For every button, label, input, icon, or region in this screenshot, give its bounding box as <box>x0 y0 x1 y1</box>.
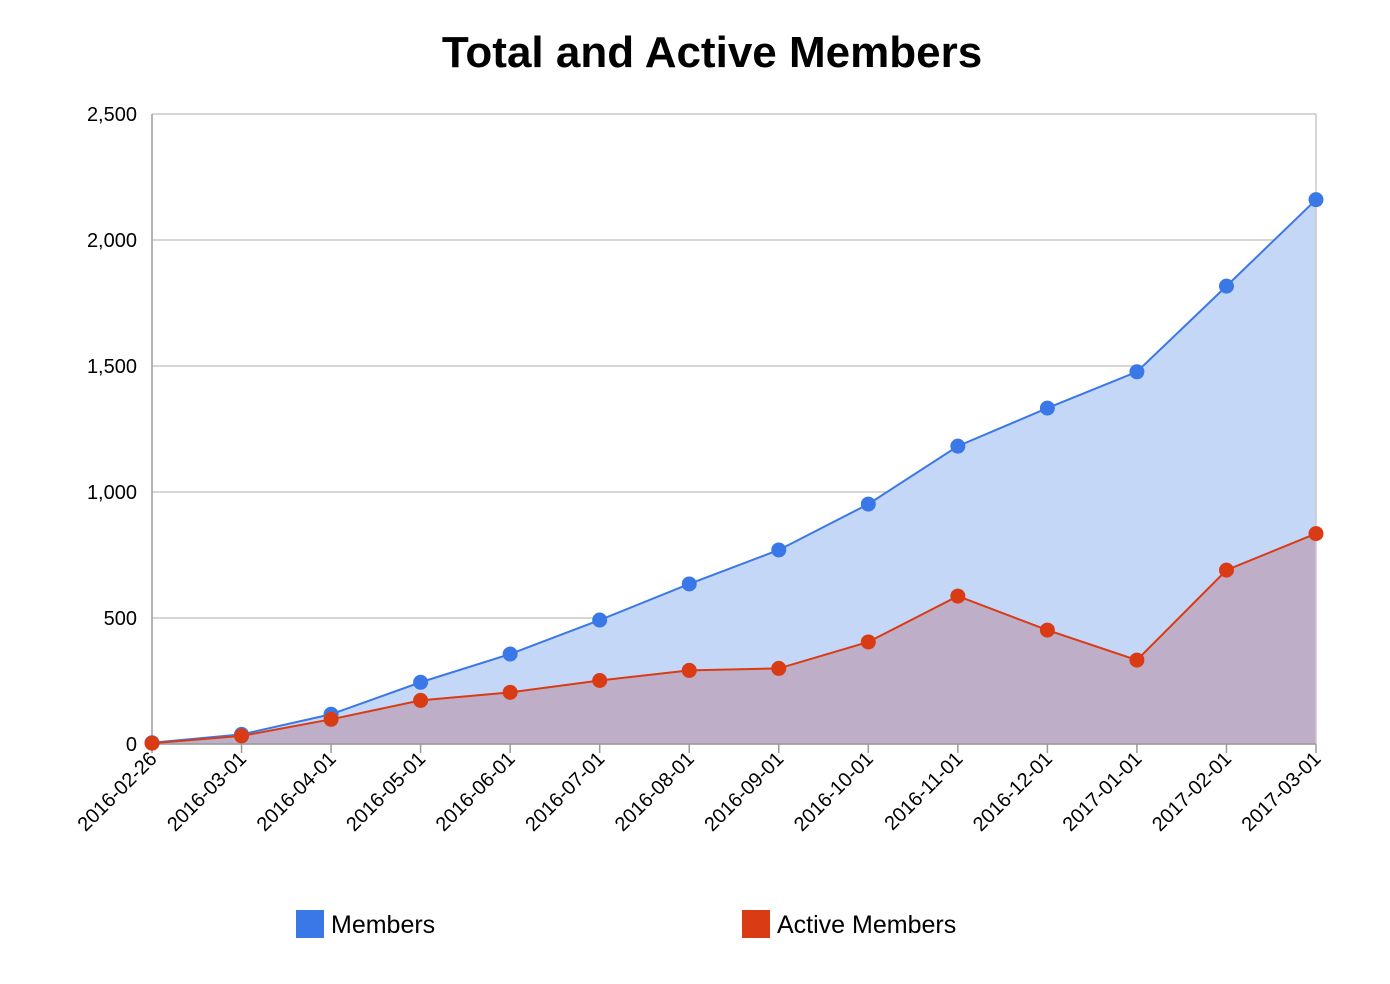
x-tick-label: 2016-10-01 <box>790 748 878 836</box>
y-tick-label: 2,000 <box>87 230 137 252</box>
area-fill-series-0 <box>152 199 1316 744</box>
legend-swatch-members <box>296 910 324 938</box>
data-point-series-0 <box>1129 364 1145 380</box>
x-tick-label: 2016-11-01 <box>881 748 968 835</box>
data-point-series-0 <box>950 438 966 454</box>
data-point-series-0 <box>771 542 787 558</box>
x-tick-label: 2017-03-01 <box>1238 748 1326 836</box>
y-axis-tick-labels: 0 500 1,000 1,500 2,000 2,500 <box>87 104 137 756</box>
data-point-series-0 <box>1308 192 1324 208</box>
data-point-series-1 <box>1308 526 1324 542</box>
data-point-series-0 <box>681 576 697 592</box>
data-point-series-0 <box>860 496 876 512</box>
series-line-1 <box>151 532 1317 745</box>
x-tick-label: 2016-03-01 <box>163 748 251 836</box>
y-tick-label: 500 <box>104 608 137 630</box>
data-point-series-1 <box>592 672 608 688</box>
chart-title: Total and Active Members <box>442 28 982 77</box>
data-point-series-1 <box>950 588 966 604</box>
data-point-series-1 <box>860 634 876 650</box>
x-tick-label: 2017-01-01 <box>1059 748 1147 836</box>
data-point-series-1 <box>681 662 697 678</box>
x-tick-label: 2016-09-01 <box>700 748 788 836</box>
x-axis-tick-labels: 2016-02-26 2016-03-01 2016-04-01 2016-05-01… <box>74 748 1326 836</box>
data-point-series-0 <box>1218 278 1234 294</box>
data-point-series-0 <box>592 612 608 628</box>
x-tick-label: 2017-02-01 <box>1148 748 1236 836</box>
legend-label-members: Members <box>331 911 435 939</box>
x-tick-label: 2016-02-26 <box>74 748 162 836</box>
data-point-series-1 <box>144 735 160 751</box>
y-tick-label: 0 <box>126 734 137 756</box>
legend: Members Active Members <box>296 910 956 939</box>
area-fills <box>152 199 1316 744</box>
series-lines <box>151 198 1317 745</box>
x-tick-label: 2016-08-01 <box>611 748 699 836</box>
y-tick-label: 1,000 <box>87 482 137 504</box>
y-tick-label: 2,500 <box>87 104 137 126</box>
axes <box>151 114 1317 753</box>
x-tick-label: 2016-05-01 <box>342 748 430 836</box>
x-tick-label: 2016-04-01 <box>253 748 341 836</box>
legend-label-active-members: Active Members <box>777 911 956 939</box>
data-point-series-1 <box>1129 652 1145 668</box>
y-tick-label: 1,500 <box>87 356 137 378</box>
x-tick-label: 2016-12-01 <box>969 748 1057 836</box>
data-point-series-1 <box>323 711 339 727</box>
data-points <box>144 192 1324 751</box>
data-point-series-0 <box>502 646 518 662</box>
data-point-series-1 <box>502 684 518 700</box>
area-fill-series-1 <box>152 533 1316 744</box>
data-point-series-1 <box>771 660 787 676</box>
data-point-series-1 <box>1039 622 1055 638</box>
legend-swatch-active-members <box>742 910 770 938</box>
data-point-series-1 <box>413 692 429 708</box>
data-point-series-0 <box>413 674 429 690</box>
data-point-series-0 <box>1039 400 1055 416</box>
x-tick-label: 2016-06-01 <box>432 748 520 836</box>
x-tick-label: 2016-07-01 <box>521 748 609 836</box>
data-point-series-1 <box>234 728 250 744</box>
data-point-series-1 <box>1218 562 1234 578</box>
series-line-0 <box>151 198 1317 744</box>
